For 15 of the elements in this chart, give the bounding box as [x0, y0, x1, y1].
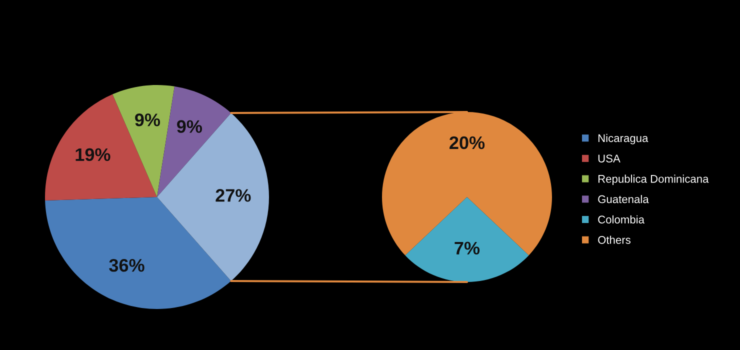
pie-slice — [112, 85, 175, 197]
data-label: 36% — [109, 258, 144, 272]
legend-label: Others — [598, 236, 630, 244]
data-label: 20% — [450, 136, 485, 150]
legend-label: Guatenala — [598, 195, 649, 204]
legend-label: Republica Dominicana — [598, 174, 709, 185]
data-label: 27% — [216, 189, 251, 202]
legend-label: Nicaragua — [598, 134, 648, 144]
data-label: 9% — [135, 114, 160, 126]
pie-slice — [405, 197, 529, 282]
data-label: 19% — [76, 148, 110, 162]
legend-label: USA — [598, 154, 620, 162]
data-label: 7% — [454, 242, 480, 255]
data-label: 9% — [177, 120, 202, 133]
legend-label: Colombia — [598, 215, 644, 224]
